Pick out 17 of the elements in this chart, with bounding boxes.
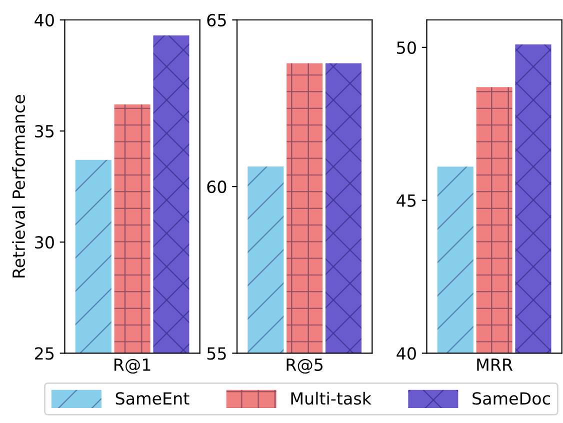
- y-tick-label: 45: [396, 194, 416, 207]
- x-tick-label: MRR: [477, 358, 513, 371]
- y-tick-label: 55: [207, 347, 226, 360]
- y-tick-label: 65: [207, 14, 226, 26]
- y-tick-label: 60: [207, 180, 226, 194]
- y-tick-label: 50: [397, 41, 416, 54]
- y-axis-title: Retrieval Performance: [12, 94, 26, 278]
- legend-label: SameDoc: [472, 392, 550, 405]
- legend-label: Multi-task: [291, 392, 372, 405]
- y-tick-label: 40: [34, 14, 54, 26]
- x-tick-label: R@5: [286, 358, 323, 374]
- y-tick-label: 30: [35, 236, 54, 249]
- y-tick-label: 40: [396, 347, 416, 360]
- legend-label: SameEnt: [116, 392, 190, 405]
- y-tick-label: 25: [35, 347, 54, 360]
- y-tick-label: 35: [35, 124, 54, 138]
- x-tick-label: R@1: [114, 358, 150, 374]
